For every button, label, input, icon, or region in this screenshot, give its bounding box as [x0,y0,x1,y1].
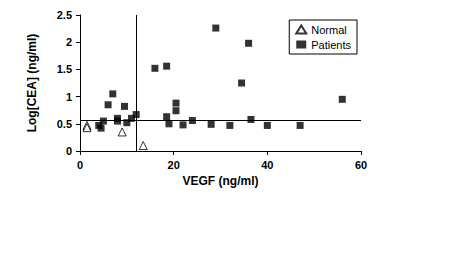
svg-text:1.5: 1.5 [57,63,72,75]
svg-text:20: 20 [168,159,180,171]
svg-text:2.5: 2.5 [57,9,72,21]
svg-text:1: 1 [66,91,72,103]
svg-text:2: 2 [66,36,72,48]
svg-text:Normal: Normal [311,24,346,36]
svg-text:40: 40 [261,159,273,171]
svg-text:0: 0 [77,159,83,171]
svg-text:Patients: Patients [311,39,351,51]
svg-text:0: 0 [66,145,72,157]
svg-text:Log[CEA] (ng/ml): Log[CEA] (ng/ml) [25,34,39,133]
svg-text:VEGF (ng/ml): VEGF (ng/ml) [183,174,259,188]
svg-text:0.5: 0.5 [57,118,72,130]
svg-text:60: 60 [355,159,367,171]
